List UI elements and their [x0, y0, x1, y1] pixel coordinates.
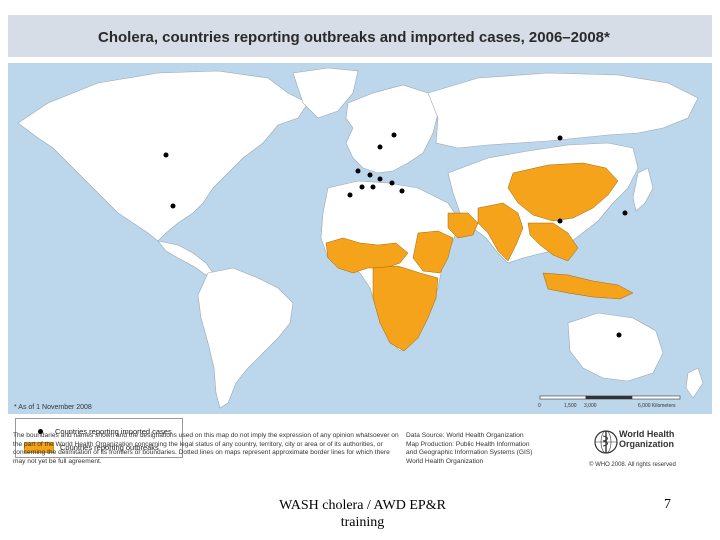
world-map: * As of 1 November 2008 Countries report…	[8, 63, 712, 458]
data-source: Data Source: World Health Organization M…	[406, 432, 586, 466]
slide-footer: WASH cholera / AWD EP&R training	[279, 498, 446, 530]
who-name-line1: World Health	[619, 429, 675, 439]
dot-usa	[170, 203, 176, 209]
dot-china	[557, 218, 563, 224]
scale-label-0: 0	[538, 403, 541, 409]
who-emblem-icon	[594, 430, 618, 454]
land-north-america	[17, 70, 309, 242]
dot-europe-8	[347, 192, 353, 198]
legend-imported: Countries reporting imported cases	[20, 424, 172, 438]
land-japan	[632, 167, 654, 212]
outbreak-east-africa	[412, 230, 454, 274]
dot-canada	[163, 152, 169, 158]
page-number: 7	[664, 497, 671, 512]
outbreak-central-south-africa	[372, 265, 439, 352]
outbreak-swatch	[24, 441, 54, 453]
legend-outbreaks: Countries reporting outbreaks	[20, 440, 159, 454]
outbreak-southeast-asia	[527, 222, 579, 262]
dot-europe-1	[355, 168, 361, 174]
outbreak-china	[507, 162, 619, 222]
who-copyright: © WHO 2008. All rights reserved	[589, 462, 676, 468]
scale-label-3000: 3,000	[584, 403, 597, 409]
legend-imported-label: Countries reporting imported cases	[55, 426, 172, 436]
imported-dots	[163, 132, 628, 338]
map-title: Cholera, countries reporting outbreaks a…	[98, 29, 610, 46]
scale-label-6000: 6,000 Kilometers	[638, 403, 676, 409]
legend-outbreaks-label: Countries reporting outbreaks	[60, 442, 159, 452]
who-name: World Health Organization	[619, 429, 674, 449]
outbreak-middle-east	[447, 212, 479, 239]
dot-japan	[622, 210, 628, 216]
disclaimer-text: The boundaries and names shown and the d…	[13, 432, 399, 465]
outbreak-south-asia	[477, 202, 524, 262]
dot-europe-2	[367, 172, 373, 178]
dot-europe-3	[377, 176, 383, 182]
land-greenland	[292, 67, 359, 119]
land-south-america	[197, 267, 294, 409]
who-name-line2: Organization	[619, 439, 675, 449]
land-new-zealand	[685, 367, 704, 399]
dot-europe-5	[370, 184, 376, 190]
land-europe	[345, 84, 439, 174]
outbreak-west-africa	[325, 237, 409, 274]
data-source-line4: World Health Organization	[406, 457, 484, 465]
data-source-line3: and Geographic Information Systems (GIS)	[406, 449, 533, 457]
dot-scandinavia	[391, 132, 397, 138]
dot-australia	[616, 332, 622, 338]
date-note: * As of 1 November 2008	[14, 404, 92, 411]
dot-russia	[557, 135, 563, 141]
imported-dot-swatch	[38, 428, 43, 434]
data-source-line1: Data Source: World Health Organization	[406, 432, 524, 439]
dot-europe-4	[389, 180, 395, 186]
map-legend: Countries reporting imported cases Count…	[15, 418, 183, 458]
map-svg	[17, 67, 704, 409]
dot-scandinavia-2	[377, 144, 383, 150]
land-russia	[427, 72, 699, 149]
dot-europe-6	[359, 184, 365, 190]
outbreak-indonesia	[542, 272, 634, 300]
dot-europe-7	[399, 188, 405, 194]
land-australia	[567, 312, 664, 382]
land-central-america	[157, 240, 214, 276]
title-bar: Cholera, countries reporting outbreaks a…	[8, 15, 712, 57]
data-source-line2: Map Production: Public Health Informatio…	[406, 440, 530, 448]
scale-bar: 0 1,500 3,000 6,000 Kilometers	[538, 395, 681, 409]
scale-label-1500: 1,500	[564, 403, 577, 409]
map-figure: Cholera, countries reporting outbreaks a…	[8, 15, 712, 480]
